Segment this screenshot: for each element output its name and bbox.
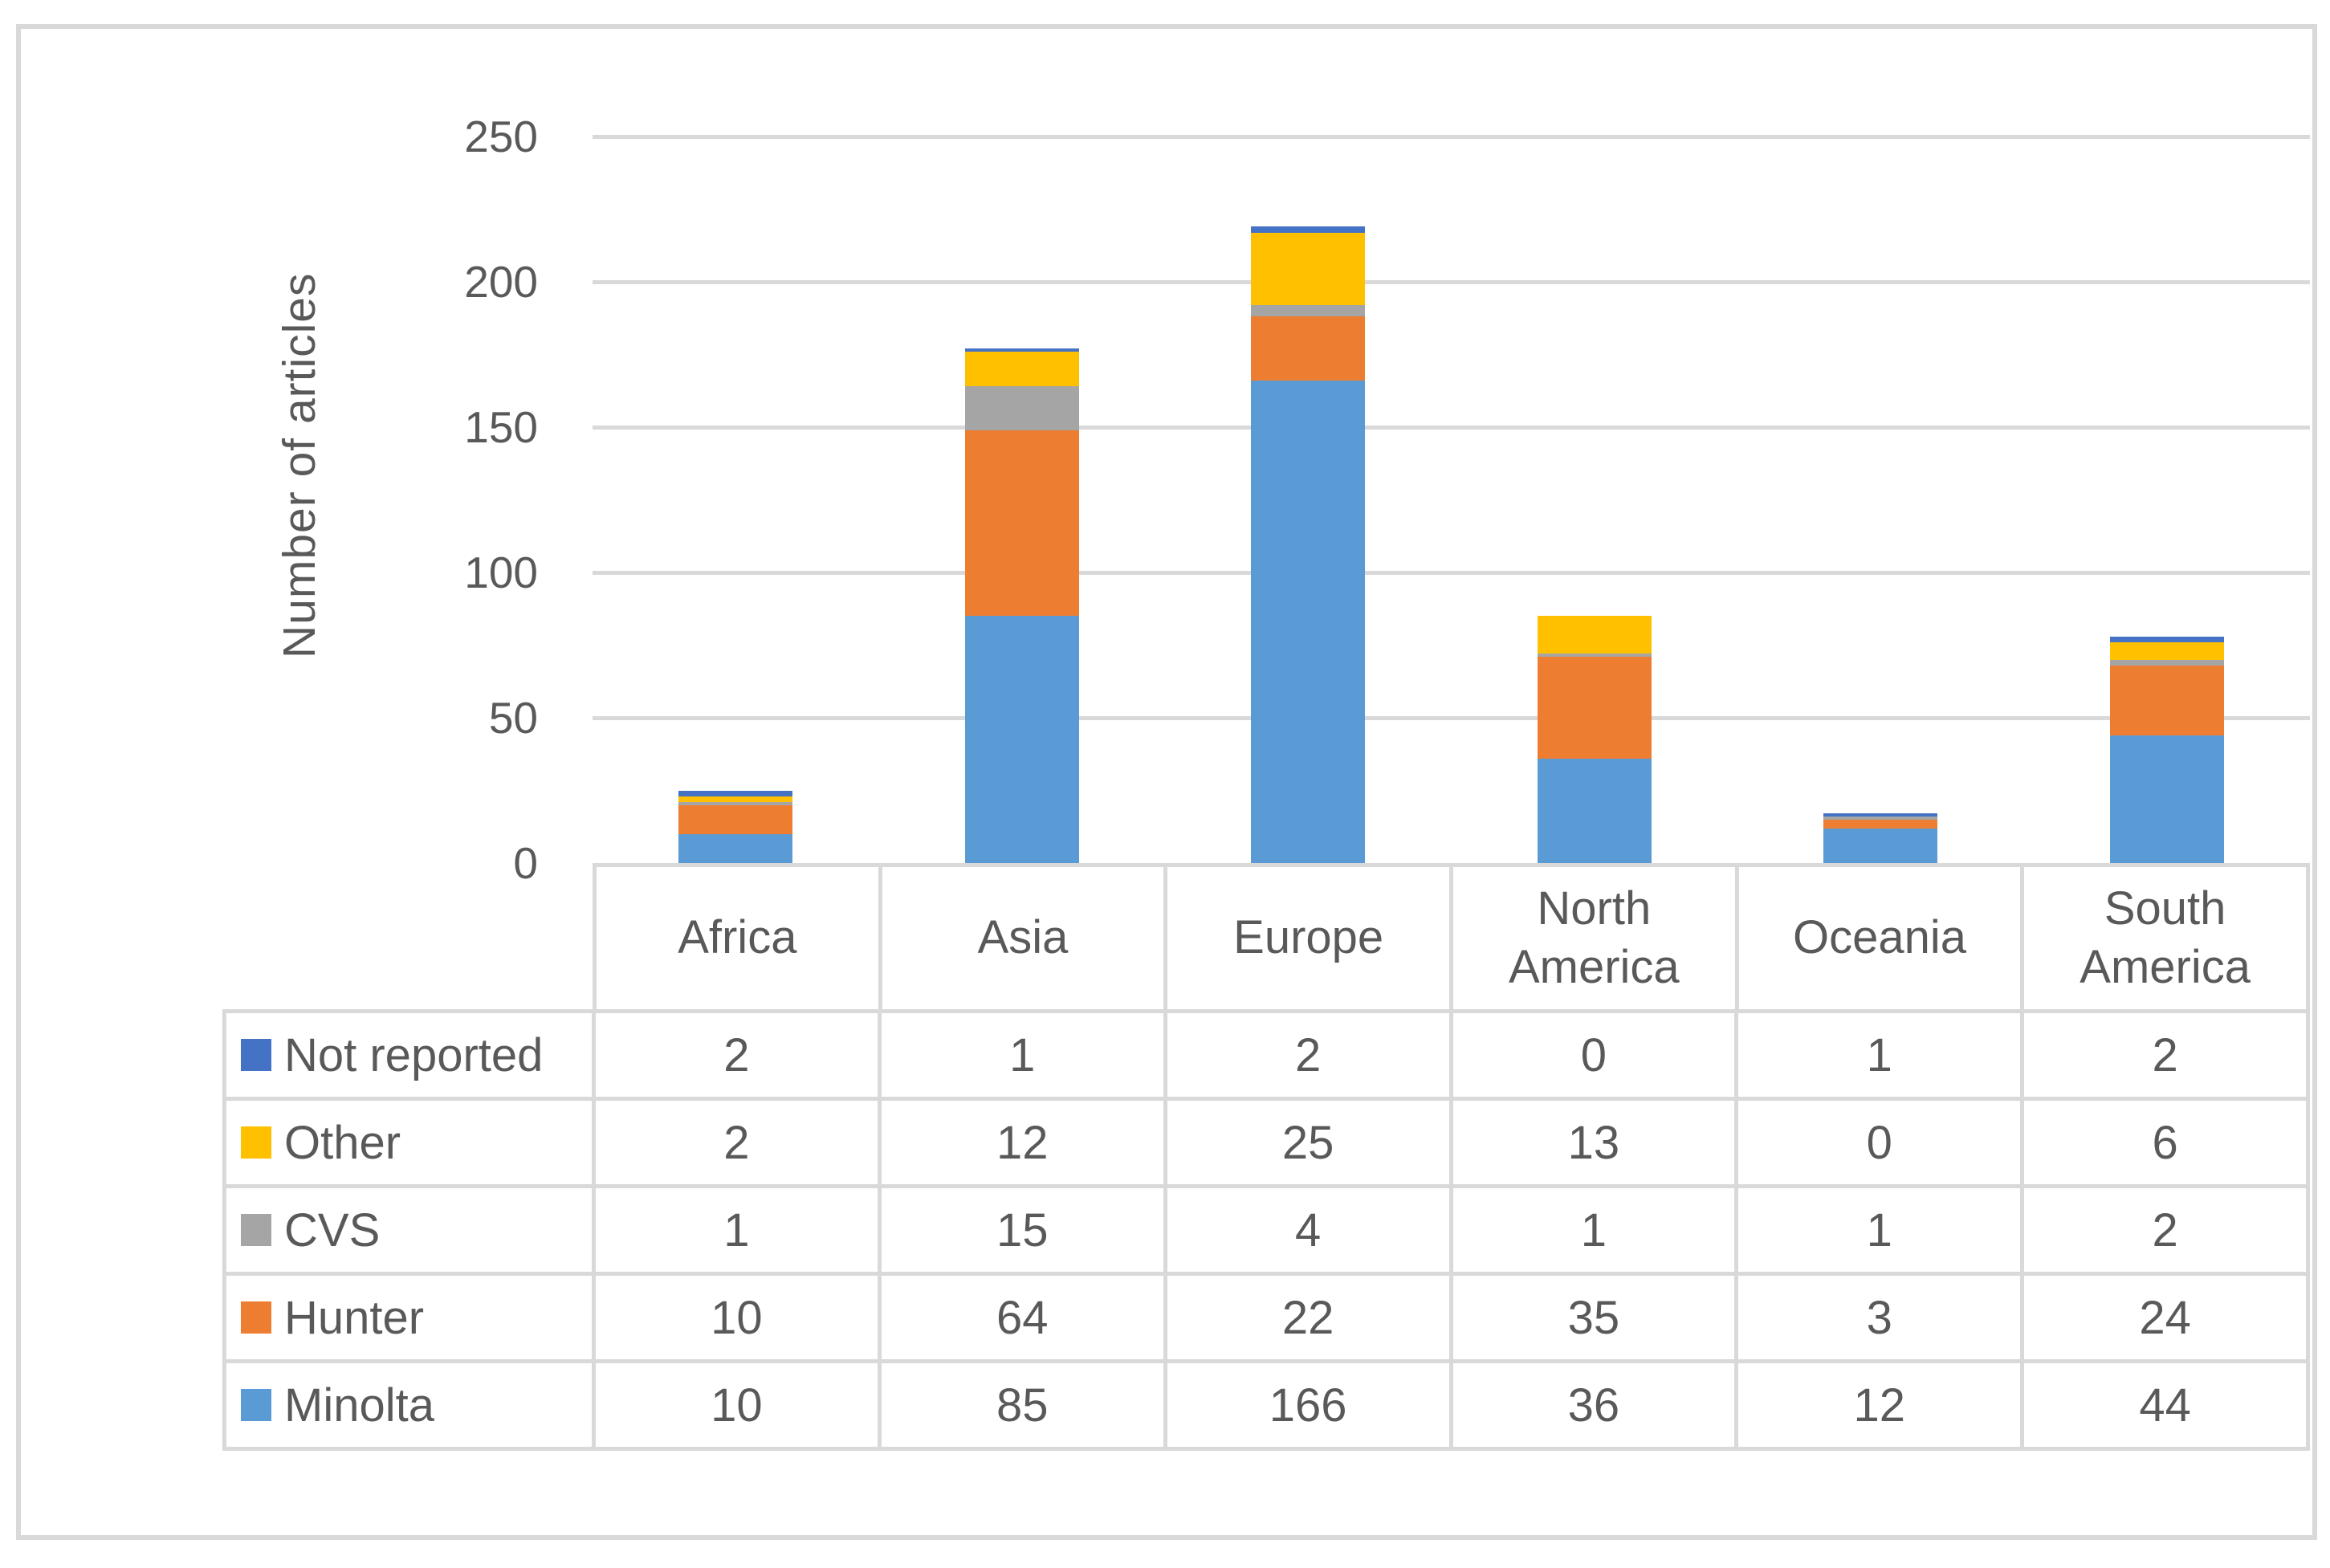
table-header-cell: Africa bbox=[597, 867, 878, 1009]
gridline bbox=[593, 571, 2310, 575]
y-axis-tick-label: 150 bbox=[464, 402, 538, 452]
table-value-cell: 22 bbox=[1167, 1276, 1449, 1359]
legend-label: Hunter bbox=[284, 1291, 425, 1344]
bar-segment-cvs bbox=[678, 802, 793, 805]
table-value-cell: 25 bbox=[1167, 1101, 1449, 1184]
y-axis-tick-label: 250 bbox=[464, 112, 538, 161]
gridline bbox=[593, 280, 2310, 284]
bar-segment-not-reported bbox=[1823, 813, 1938, 817]
table-value-cell: 2 bbox=[2024, 1013, 2306, 1097]
table-value-cell: 44 bbox=[2024, 1363, 2306, 1447]
gridline bbox=[593, 426, 2310, 430]
bar-segment-not-reported bbox=[678, 790, 793, 796]
table-value-cell: 64 bbox=[881, 1276, 1163, 1359]
bar-segment-cvs bbox=[2109, 659, 2224, 666]
table-value-cell: 12 bbox=[1738, 1363, 2021, 1447]
table-value-cell: 36 bbox=[1452, 1363, 1735, 1447]
bar-segment-minolta bbox=[2109, 735, 2224, 863]
legend-label: Not reported bbox=[284, 1028, 544, 1081]
bar-segment-other bbox=[964, 351, 1079, 387]
table-header-cell: South America bbox=[2024, 867, 2306, 1009]
bar-segment-cvs bbox=[1823, 817, 1938, 820]
legend-cell: Other bbox=[226, 1101, 592, 1184]
bar-segment-cvs bbox=[1537, 654, 1652, 657]
table-value-cell: 1 bbox=[1738, 1013, 2021, 1097]
table-value-cell: 3 bbox=[1738, 1276, 2021, 1359]
y-axis-tick-label: 0 bbox=[513, 838, 538, 888]
table-value-cell: 2 bbox=[2024, 1188, 2306, 1272]
table-value-cell: 1 bbox=[881, 1013, 1163, 1097]
legend-swatch-icon bbox=[241, 1301, 271, 1334]
legend-cell: Minolta bbox=[226, 1363, 592, 1447]
table-value-cell: 0 bbox=[1452, 1013, 1735, 1097]
table-value-cell: 2 bbox=[1167, 1013, 1449, 1097]
stacked-bar-africa bbox=[678, 790, 793, 863]
y-axis-tick-label: 100 bbox=[464, 548, 538, 597]
legend-swatch-icon bbox=[241, 1126, 271, 1159]
table-header-cell: Asia bbox=[882, 867, 1164, 1009]
table-value-cell: 13 bbox=[1452, 1101, 1735, 1184]
legend-label: Other bbox=[284, 1116, 401, 1169]
bar-segment-hunter bbox=[964, 430, 1079, 617]
table-value-cell: 10 bbox=[596, 1363, 878, 1447]
bar-segment-minolta bbox=[964, 616, 1079, 863]
table-header-cell: Europe bbox=[1167, 867, 1449, 1009]
bar-segment-other bbox=[1537, 616, 1652, 654]
stacked-bar-north-america bbox=[1537, 616, 1652, 863]
table-value-cell: 2 bbox=[596, 1013, 878, 1097]
bar-segment-not-reported bbox=[2109, 636, 2224, 642]
table-value-cell: 85 bbox=[881, 1363, 1163, 1447]
bar-segment-hunter bbox=[678, 804, 793, 834]
bar-segment-other bbox=[2109, 641, 2224, 660]
bar-segment-hunter bbox=[2109, 665, 2224, 735]
legend-swatch-icon bbox=[241, 1039, 271, 1071]
bar-segment-minolta bbox=[1251, 381, 1366, 863]
legend-swatch-icon bbox=[241, 1214, 271, 1246]
bar-segment-not-reported bbox=[964, 348, 1079, 352]
table-header-row: Africa Asia Europe North America Oceania Sout… bbox=[593, 863, 2310, 1009]
stacked-bar-south-america bbox=[2109, 636, 2224, 863]
bar-segment-minolta bbox=[678, 833, 793, 863]
y-axis-tick-label: 200 bbox=[464, 257, 538, 307]
table-value-cell: 166 bbox=[1167, 1363, 1449, 1447]
legend-swatch-icon bbox=[241, 1389, 271, 1421]
stacked-bar-oceania bbox=[1823, 813, 1938, 863]
table-value-cell: 6 bbox=[2024, 1101, 2306, 1184]
bar-segment-hunter bbox=[1537, 657, 1652, 759]
stacked-bar-asia bbox=[964, 348, 1079, 863]
table-value-cell: 35 bbox=[1452, 1276, 1735, 1359]
bar-segment-other bbox=[1251, 232, 1366, 305]
bar-segment-minolta bbox=[1823, 828, 1938, 863]
table-value-cell: 10 bbox=[596, 1276, 878, 1359]
bar-segment-hunter bbox=[1251, 316, 1366, 381]
table-value-cell: 1 bbox=[1738, 1188, 2021, 1272]
legend-cell: Hunter bbox=[226, 1276, 592, 1359]
table-value-cell: 1 bbox=[1452, 1188, 1735, 1272]
legend-cell: Not reported bbox=[226, 1013, 592, 1097]
y-axis-tick-label: 50 bbox=[488, 693, 538, 743]
legend-label: CVS bbox=[284, 1203, 381, 1256]
bar-segment-other bbox=[678, 796, 793, 803]
table-value-cell: 12 bbox=[881, 1101, 1163, 1184]
stacked-bar-europe bbox=[1251, 226, 1366, 863]
legend-label: Minolta bbox=[284, 1379, 434, 1432]
gridline bbox=[593, 716, 2310, 720]
bar-segment-hunter bbox=[1823, 819, 1938, 829]
table-header-cell: North America bbox=[1452, 867, 1735, 1009]
bar-segment-minolta bbox=[1537, 758, 1652, 863]
data-table-body: Not reported 2 1 2 0 1 2 Other 2 12 25 13 0 6 CVS 1 15 4 1… bbox=[222, 1009, 2310, 1451]
bar-segment-cvs bbox=[1251, 305, 1366, 317]
table-value-cell: 2 bbox=[596, 1101, 878, 1184]
table-header-cell: Oceania bbox=[1738, 867, 2021, 1009]
legend-cell: CVS bbox=[226, 1188, 592, 1272]
table-value-cell: 0 bbox=[1738, 1101, 2021, 1184]
table-value-cell: 4 bbox=[1167, 1188, 1449, 1272]
table-value-cell: 24 bbox=[2024, 1276, 2306, 1359]
bar-segment-not-reported bbox=[1251, 226, 1366, 233]
bar-segment-cvs bbox=[964, 386, 1079, 430]
table-value-cell: 15 bbox=[881, 1188, 1163, 1272]
gridline bbox=[593, 135, 2310, 139]
table-value-cell: 1 bbox=[596, 1188, 878, 1272]
